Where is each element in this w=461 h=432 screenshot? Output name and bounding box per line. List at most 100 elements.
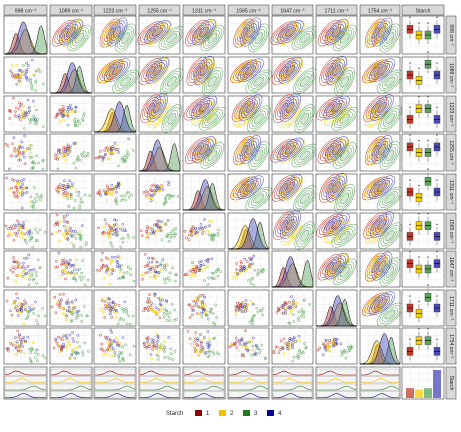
contour-4: [284, 215, 297, 234]
point-s4: [108, 312, 112, 316]
density-4: [138, 139, 180, 172]
point-s3: [29, 237, 33, 241]
panel-r3-c7: [271, 93, 316, 134]
point-s1: [284, 342, 288, 345]
contour-4: [371, 293, 393, 313]
contour-4: [375, 23, 389, 41]
point-s4: [20, 140, 24, 144]
point-s3: [31, 166, 35, 170]
column-label-8: 1711 cm⁻¹: [325, 8, 349, 14]
point-s3: [121, 357, 125, 361]
point-s3: [157, 270, 161, 274]
point-s4: [107, 297, 111, 300]
point-s1: [191, 270, 195, 273]
point-s3: [248, 321, 252, 324]
point-s3: [349, 346, 353, 349]
point-s3: [168, 278, 171, 282]
point-s1: [98, 333, 102, 337]
point-s2: [16, 183, 19, 186]
point-s4: [288, 306, 291, 310]
starch-hist-3: [273, 385, 313, 391]
point-s4: [22, 114, 25, 118]
point-s1: [144, 194, 148, 197]
starch-hist-3: [229, 385, 269, 391]
point-s1: [190, 226, 194, 230]
point-s3: [210, 307, 213, 311]
point-s3: [32, 312, 35, 315]
point-s1: [98, 269, 102, 272]
point-s1: [16, 190, 19, 193]
point-s3: [170, 303, 174, 306]
panel-r9-c7: [271, 327, 314, 365]
starch-hist-1: [95, 370, 135, 376]
contour-1: [318, 99, 341, 119]
panel-r10-c8: [315, 366, 358, 400]
point-s4: [237, 338, 241, 342]
point-s3: [79, 159, 82, 162]
starch-hist-1: [272, 370, 312, 376]
contour-4: [332, 181, 341, 194]
point-s3: [71, 277, 75, 281]
point-s4: [76, 351, 79, 355]
point-s2: [65, 346, 69, 349]
point-s2: [62, 154, 65, 158]
contour-4: [106, 60, 128, 80]
point-s2: [106, 352, 109, 356]
point-s2: [148, 196, 152, 200]
point-s3: [83, 341, 87, 345]
contour-3: [249, 108, 269, 130]
point-s4: [119, 227, 122, 231]
point-s3: [79, 245, 83, 249]
point-s2: [189, 342, 192, 346]
point-s2: [153, 274, 157, 277]
contour-3: [117, 74, 134, 89]
point-s3: [291, 359, 294, 363]
contour-3: [380, 108, 400, 130]
point-s3: [292, 313, 295, 316]
point-s2: [331, 340, 334, 344]
point-s3: [37, 161, 40, 165]
point-s3: [114, 196, 118, 200]
contour-4: [283, 179, 298, 196]
contour-1: [322, 259, 337, 276]
panel-r1-c2: [49, 15, 93, 55]
point-s2: [153, 191, 157, 195]
point-s1: [144, 271, 148, 275]
point-s2: [237, 349, 241, 353]
legend-key-3: [243, 410, 250, 416]
point-s4: [70, 263, 74, 267]
point-s3: [207, 276, 210, 280]
panel-r7-c3: [93, 250, 137, 288]
contour-3: [294, 146, 316, 165]
point-s2: [153, 264, 156, 268]
point-s3: [260, 309, 263, 313]
point-s1: [23, 162, 27, 166]
point-s4: [110, 255, 114, 259]
point-s3: [264, 356, 268, 360]
contour-4: [241, 96, 261, 119]
contour-4: [280, 59, 300, 81]
point-s3: [73, 199, 77, 202]
contour-4: [103, 58, 131, 83]
point-s3: [165, 319, 169, 322]
panel-r10-c5: [182, 366, 226, 400]
point-s4: [238, 340, 241, 343]
point-s4: [147, 267, 151, 271]
point-s2: [154, 276, 157, 280]
point-s4: [147, 296, 150, 300]
point-s3: [299, 352, 303, 355]
point-s3: [214, 269, 218, 273]
point-s3: [71, 184, 75, 188]
point-s2: [14, 280, 17, 284]
point-s2: [203, 266, 207, 270]
point-s4: [252, 303, 255, 306]
contour-4: [108, 20, 126, 44]
point-s1: [55, 341, 59, 345]
contour-4: [66, 26, 76, 38]
contour-3: [338, 72, 351, 91]
point-s1: [57, 186, 61, 190]
point-s4: [252, 254, 256, 258]
point-s4: [16, 231, 20, 235]
point-s4: [23, 308, 27, 312]
contour-3: [334, 184, 355, 213]
